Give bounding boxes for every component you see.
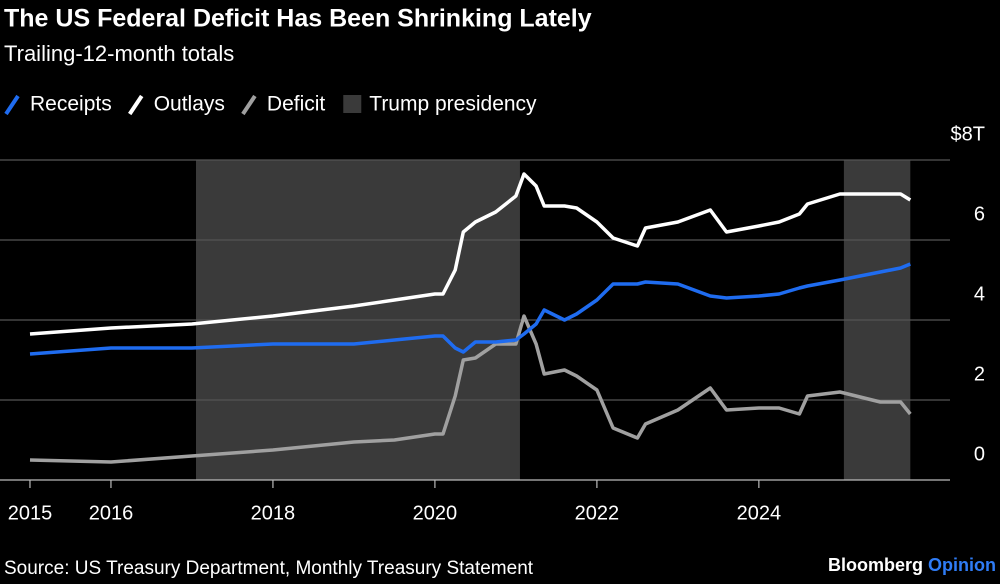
legend-label: Deficit (267, 93, 326, 116)
x-tick-label: 2022 (575, 502, 620, 524)
y-tick-label: 6 (974, 203, 985, 225)
y-tick-label: $8T (951, 123, 985, 145)
series-line (29, 172, 912, 336)
y-tick-label: 2 (974, 363, 985, 385)
legend-label: Receipts (30, 93, 112, 116)
legend-label: Trump presidency (369, 93, 537, 116)
series-line (29, 314, 912, 464)
legend-label: Outlays (154, 93, 225, 116)
brand-tag: Opinion (928, 555, 996, 575)
source: Source: US Treasury Department, Monthly … (4, 558, 534, 579)
chart-title: The US Federal Deficit Has Been Shrinkin… (4, 5, 592, 33)
legend-swatch (128, 94, 144, 116)
x-tick-label: 2024 (737, 502, 782, 524)
x-tick-label: 2020 (413, 502, 458, 524)
x-tick-label: 2015 (8, 502, 53, 524)
series-line (29, 262, 911, 356)
x-tick-label: 2018 (251, 502, 296, 524)
legend-swatch (241, 94, 257, 116)
chart-subtitle: Trailing-12-month totals (4, 41, 234, 66)
y-tick-label: 4 (974, 283, 985, 305)
brand-name: Bloomberg (828, 555, 923, 575)
legend-swatch (343, 95, 362, 113)
y-tick-label: 0 (974, 443, 985, 465)
x-tick-label: 2016 (89, 502, 134, 524)
brand: Bloomberg Opinion (828, 555, 996, 575)
legend-swatch (4, 94, 20, 116)
